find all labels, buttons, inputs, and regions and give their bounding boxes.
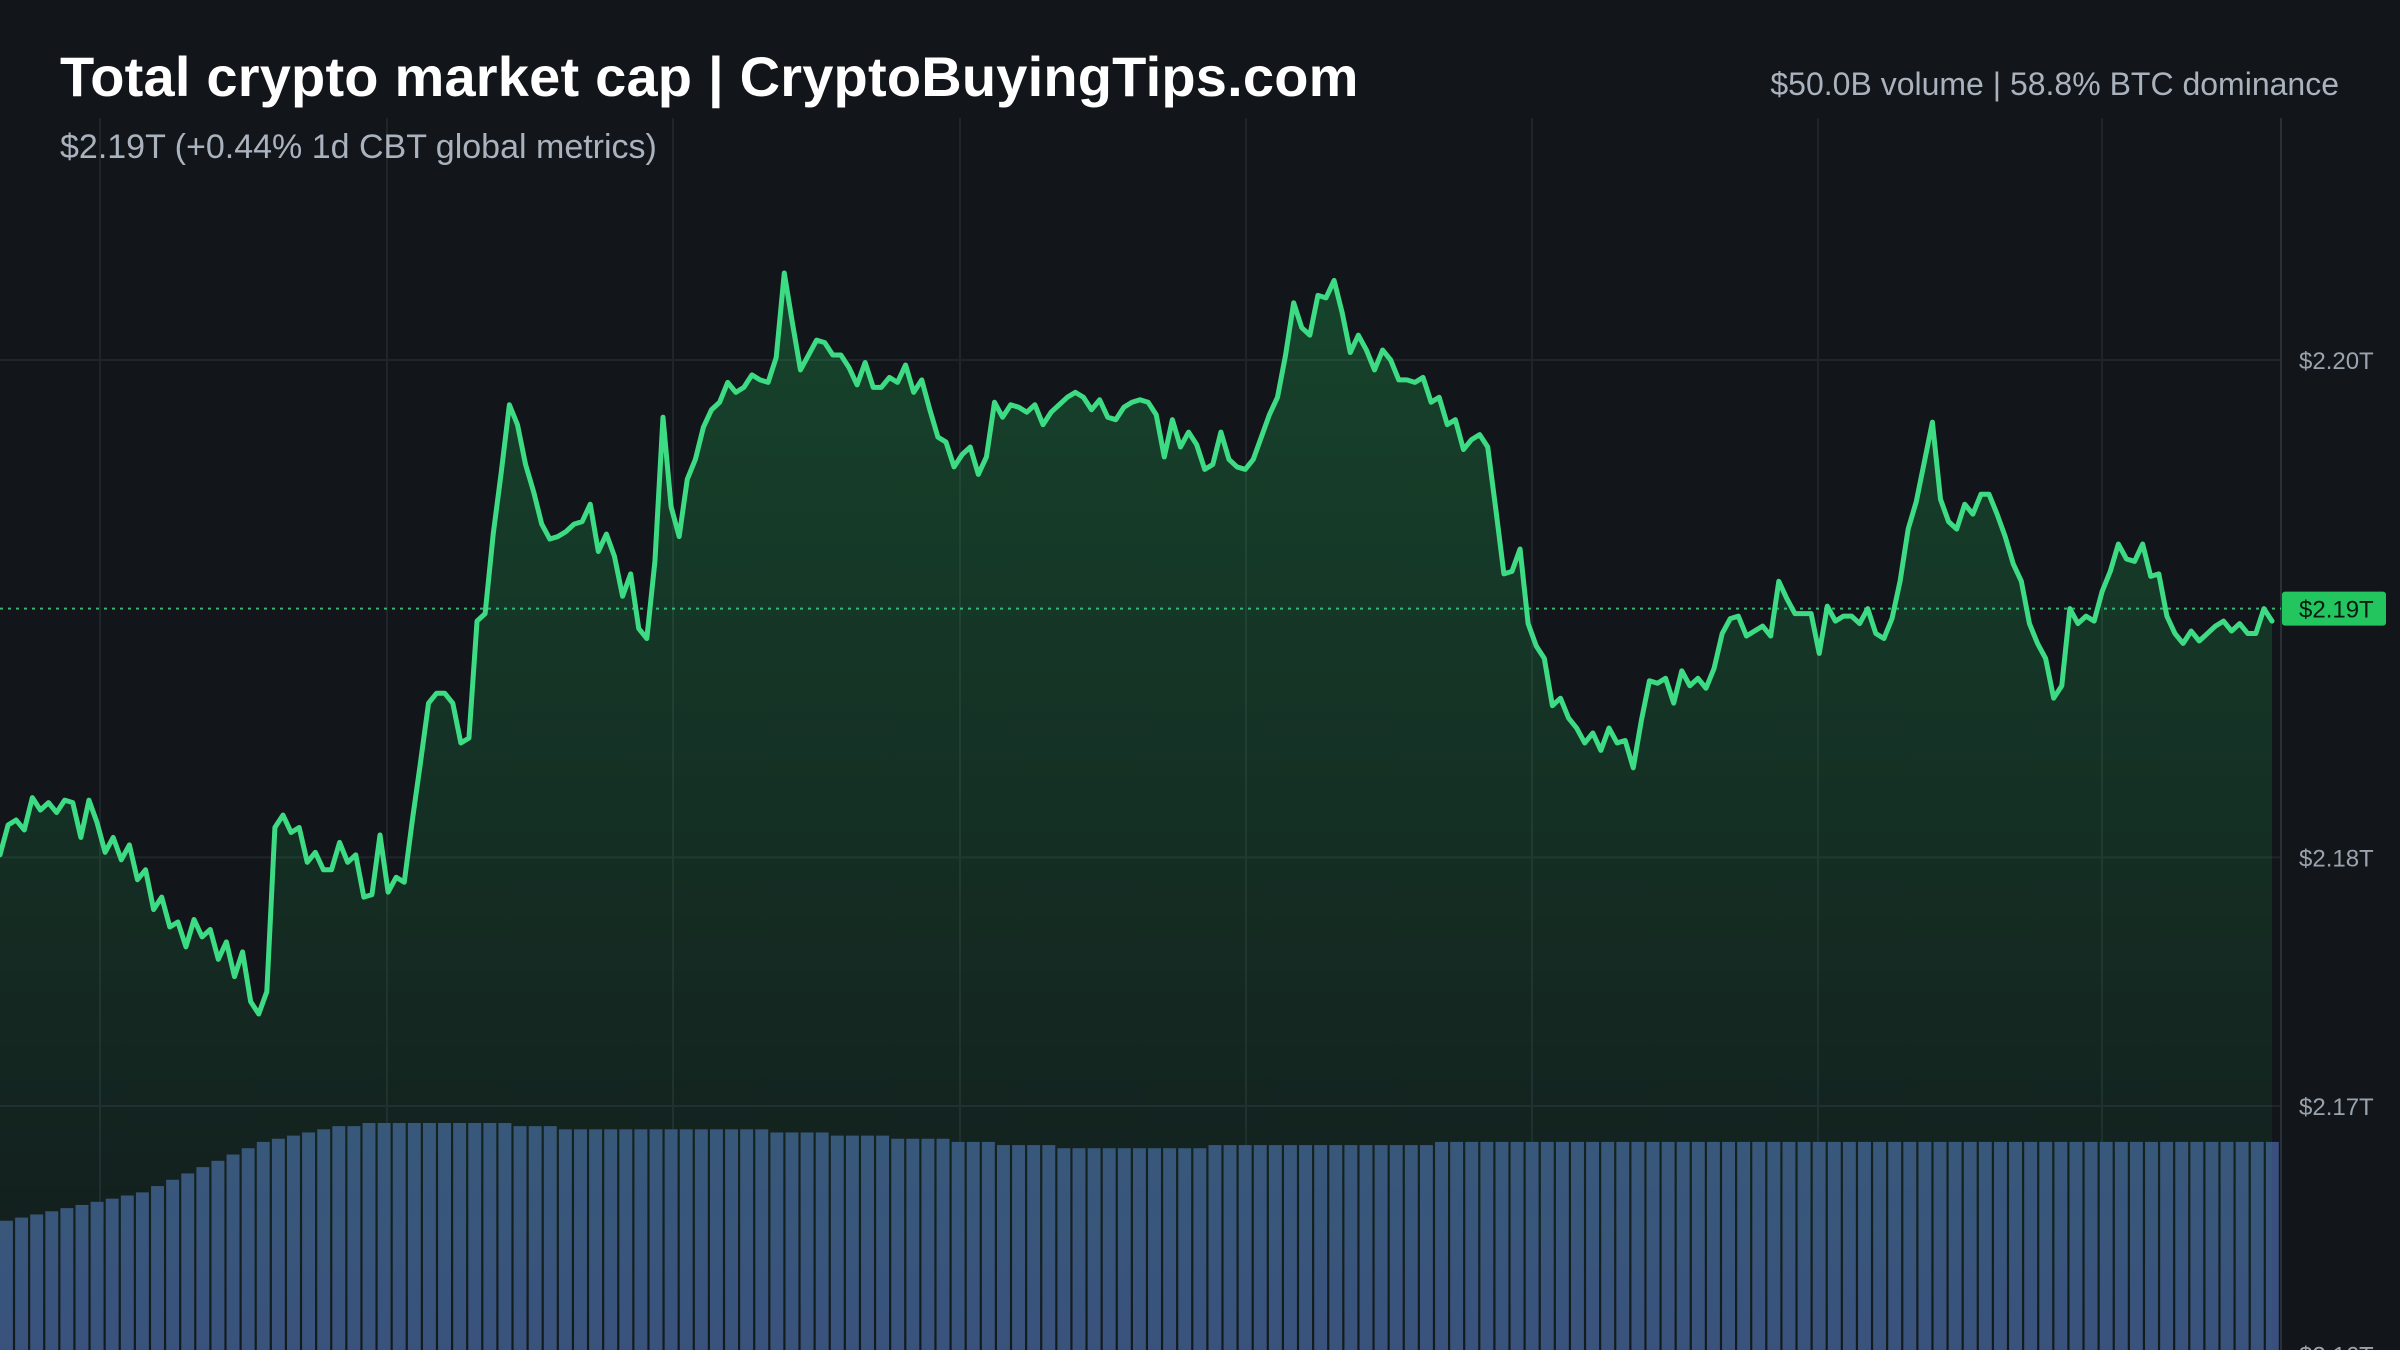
market-stats: $50.0B volume | 58.8% BTC dominance (1770, 66, 2339, 102)
chart-title: Total crypto market cap | CryptoBuyingTi… (60, 45, 1359, 108)
y-tick-label: $2.18T (2299, 845, 2374, 872)
chart-subtitle: $2.19T (+0.44% 1d CBT global metrics) (60, 128, 657, 166)
y-tick-label: $2.20T (2299, 348, 2374, 375)
y-axis: $2.20T $2.18T $2.17T $2.16T $2.19T (2282, 348, 2386, 1350)
current-price-tag (2282, 591, 2386, 626)
price-area-fill (0, 272, 2272, 1350)
price-line (0, 270, 2275, 1017)
y-tick-label: $2.16T (2299, 1343, 2374, 1350)
price-area (0, 270, 2275, 1350)
current-price-label: $2.19T (2299, 597, 2374, 624)
y-tick-label: $2.17T (2299, 1094, 2374, 1121)
